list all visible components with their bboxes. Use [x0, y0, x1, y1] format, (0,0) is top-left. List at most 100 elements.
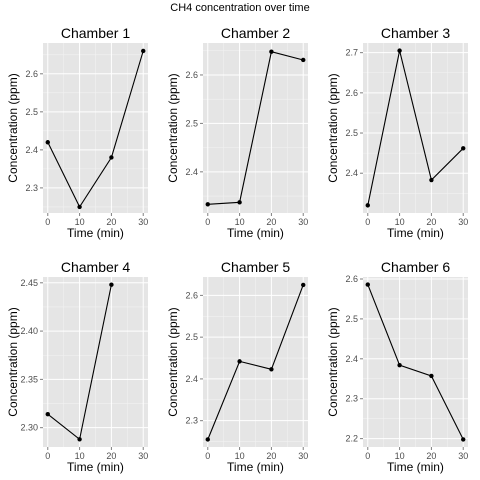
chamber-1-panel: 0 10 20 30 2.3 2.4 2.5 2.6 Chamber 1 Time (min) Co… [6, 25, 148, 240]
panels-grid: 0 10 20 30 2.3 2.4 2.5 2.6 Chamber 1 Time (min) Co… [6, 25, 468, 474]
x-tick-label: 20 [266, 217, 276, 227]
x-axis-title: Time (min) [387, 226, 444, 240]
data-point [237, 359, 242, 364]
data-point [77, 204, 82, 210]
x-tick-label: 30 [138, 217, 148, 227]
y-axis-title: Concentration (ppm) [166, 73, 180, 182]
series-line [207, 284, 304, 440]
data-point [365, 203, 370, 208]
data-point [109, 282, 114, 287]
chamber-6-panel: 0 10 20 30 2.2 2.3 2.4 2.5 2.6 Chamber 6 Time (min… [326, 259, 468, 474]
y-axis-title: Concentration (ppm) [166, 307, 180, 416]
x-tick-label: 10 [75, 217, 85, 227]
x-tick-label: 20 [106, 217, 116, 227]
chamber-2-panel: 0 10 20 30 2.4 2.5 2.6 Chamber 2 Time (min) Conce… [166, 25, 308, 240]
data-point [461, 437, 466, 442]
y-tick-label: 2.40 [20, 326, 38, 336]
y-tick-label: 2.6 [185, 70, 198, 80]
y-tick-label: 2.6 [185, 290, 198, 300]
data-point [141, 48, 146, 54]
chamber-4-panel: 0 10 20 30 2.30 2.35 2.40 2.45 Chamber 4 Time (mi… [6, 259, 148, 474]
data-point [205, 437, 210, 442]
y-tick-label: 2.4 [25, 145, 38, 155]
x-tick-label: 30 [138, 451, 148, 461]
data-point [269, 367, 274, 372]
y-tick-label: 2.4 [185, 167, 198, 177]
y-tick-label: 2.5 [185, 118, 198, 128]
panel-title: Chamber 5 [221, 259, 290, 275]
data-point [109, 155, 114, 160]
y-axis-title: Concentration (ppm) [326, 307, 340, 416]
x-tick-label: 0 [45, 451, 50, 461]
y-axis-title: Concentration (ppm) [326, 73, 340, 182]
y-tick-label: 2.3 [345, 394, 358, 404]
y-axis-title: Concentration (ppm) [6, 307, 20, 416]
y-axis-title: Concentration (ppm) [6, 73, 20, 182]
y-tick-label: 2.5 [185, 332, 198, 342]
x-tick-label: 10 [395, 217, 405, 227]
panel-title: Chamber 6 [381, 259, 450, 275]
data-point [429, 373, 434, 379]
data-point [429, 177, 434, 183]
y-tick-label: 2.5 [345, 314, 358, 324]
data-point [461, 146, 466, 151]
y-tick-label: 2.6 [345, 88, 358, 98]
y-tick-label: 2.5 [345, 128, 358, 138]
data-point [237, 200, 242, 205]
data-point [365, 282, 370, 287]
y-tick-label: 2.35 [20, 374, 38, 384]
panel-title: Chamber 4 [61, 259, 130, 275]
y-tick-label: 2.6 [345, 274, 358, 284]
x-tick-label: 0 [365, 451, 370, 461]
panel-title: Chamber 3 [381, 25, 450, 41]
data-point [397, 362, 402, 368]
figure-title: CH4 concentration over time [170, 2, 309, 14]
y-tick-label: 2.7 [345, 48, 358, 58]
data-point [205, 202, 210, 207]
x-tick-label: 30 [458, 217, 468, 227]
y-tick-label: 2.4 [185, 374, 198, 384]
data-point [397, 48, 402, 53]
x-tick-label: 30 [298, 217, 308, 227]
y-tick-label: 2.5 [25, 107, 38, 117]
x-tick-label: 0 [45, 217, 50, 227]
x-tick-label: 10 [75, 451, 85, 461]
data-point [45, 140, 50, 145]
chamber-5-panel: 0 10 20 30 2.3 2.4 2.5 2.6 Chamber 5 Time (min) Co… [166, 259, 308, 474]
y-tick-label: 2.6 [25, 69, 38, 79]
x-tick-label: 0 [365, 217, 370, 227]
data-point [45, 411, 50, 417]
x-axis-title: Time (min) [227, 460, 284, 474]
x-axis-title: Time (min) [67, 460, 124, 474]
chamber-3-panel: 0 10 20 30 2.4 2.5 2.6 2.7 Chamber 3 Time (min) Co… [326, 25, 468, 240]
x-tick-label: 10 [235, 217, 245, 227]
y-tick-label: 2.4 [345, 354, 358, 364]
x-axis-title: Time (min) [387, 460, 444, 474]
x-tick-label: 0 [205, 451, 210, 461]
x-tick-label: 20 [426, 217, 436, 227]
data-point [301, 57, 306, 63]
series-line [207, 51, 304, 205]
x-tick-label: 20 [426, 451, 436, 461]
x-tick-label: 20 [106, 451, 116, 461]
y-tick-label: 2.45 [20, 278, 38, 288]
x-tick-label: 10 [395, 451, 405, 461]
x-tick-label: 0 [205, 217, 210, 227]
series-line [47, 50, 144, 209]
y-tick-label: 2.3 [185, 416, 198, 426]
panel-title: Chamber 2 [221, 25, 290, 41]
x-tick-label: 10 [235, 451, 245, 461]
y-tick-label: 2.2 [345, 434, 358, 444]
data-point [77, 437, 82, 442]
x-axis-title: Time (min) [67, 226, 124, 240]
y-tick-label: 2.30 [20, 423, 38, 433]
series-line [367, 50, 464, 206]
x-tick-label: 20 [266, 451, 276, 461]
y-tick-label: 2.4 [345, 168, 358, 178]
data-point [269, 49, 274, 54]
x-tick-label: 30 [458, 451, 468, 461]
series-line [367, 284, 464, 440]
x-axis-title: Time (min) [227, 226, 284, 240]
panel-title: Chamber 1 [61, 25, 130, 41]
